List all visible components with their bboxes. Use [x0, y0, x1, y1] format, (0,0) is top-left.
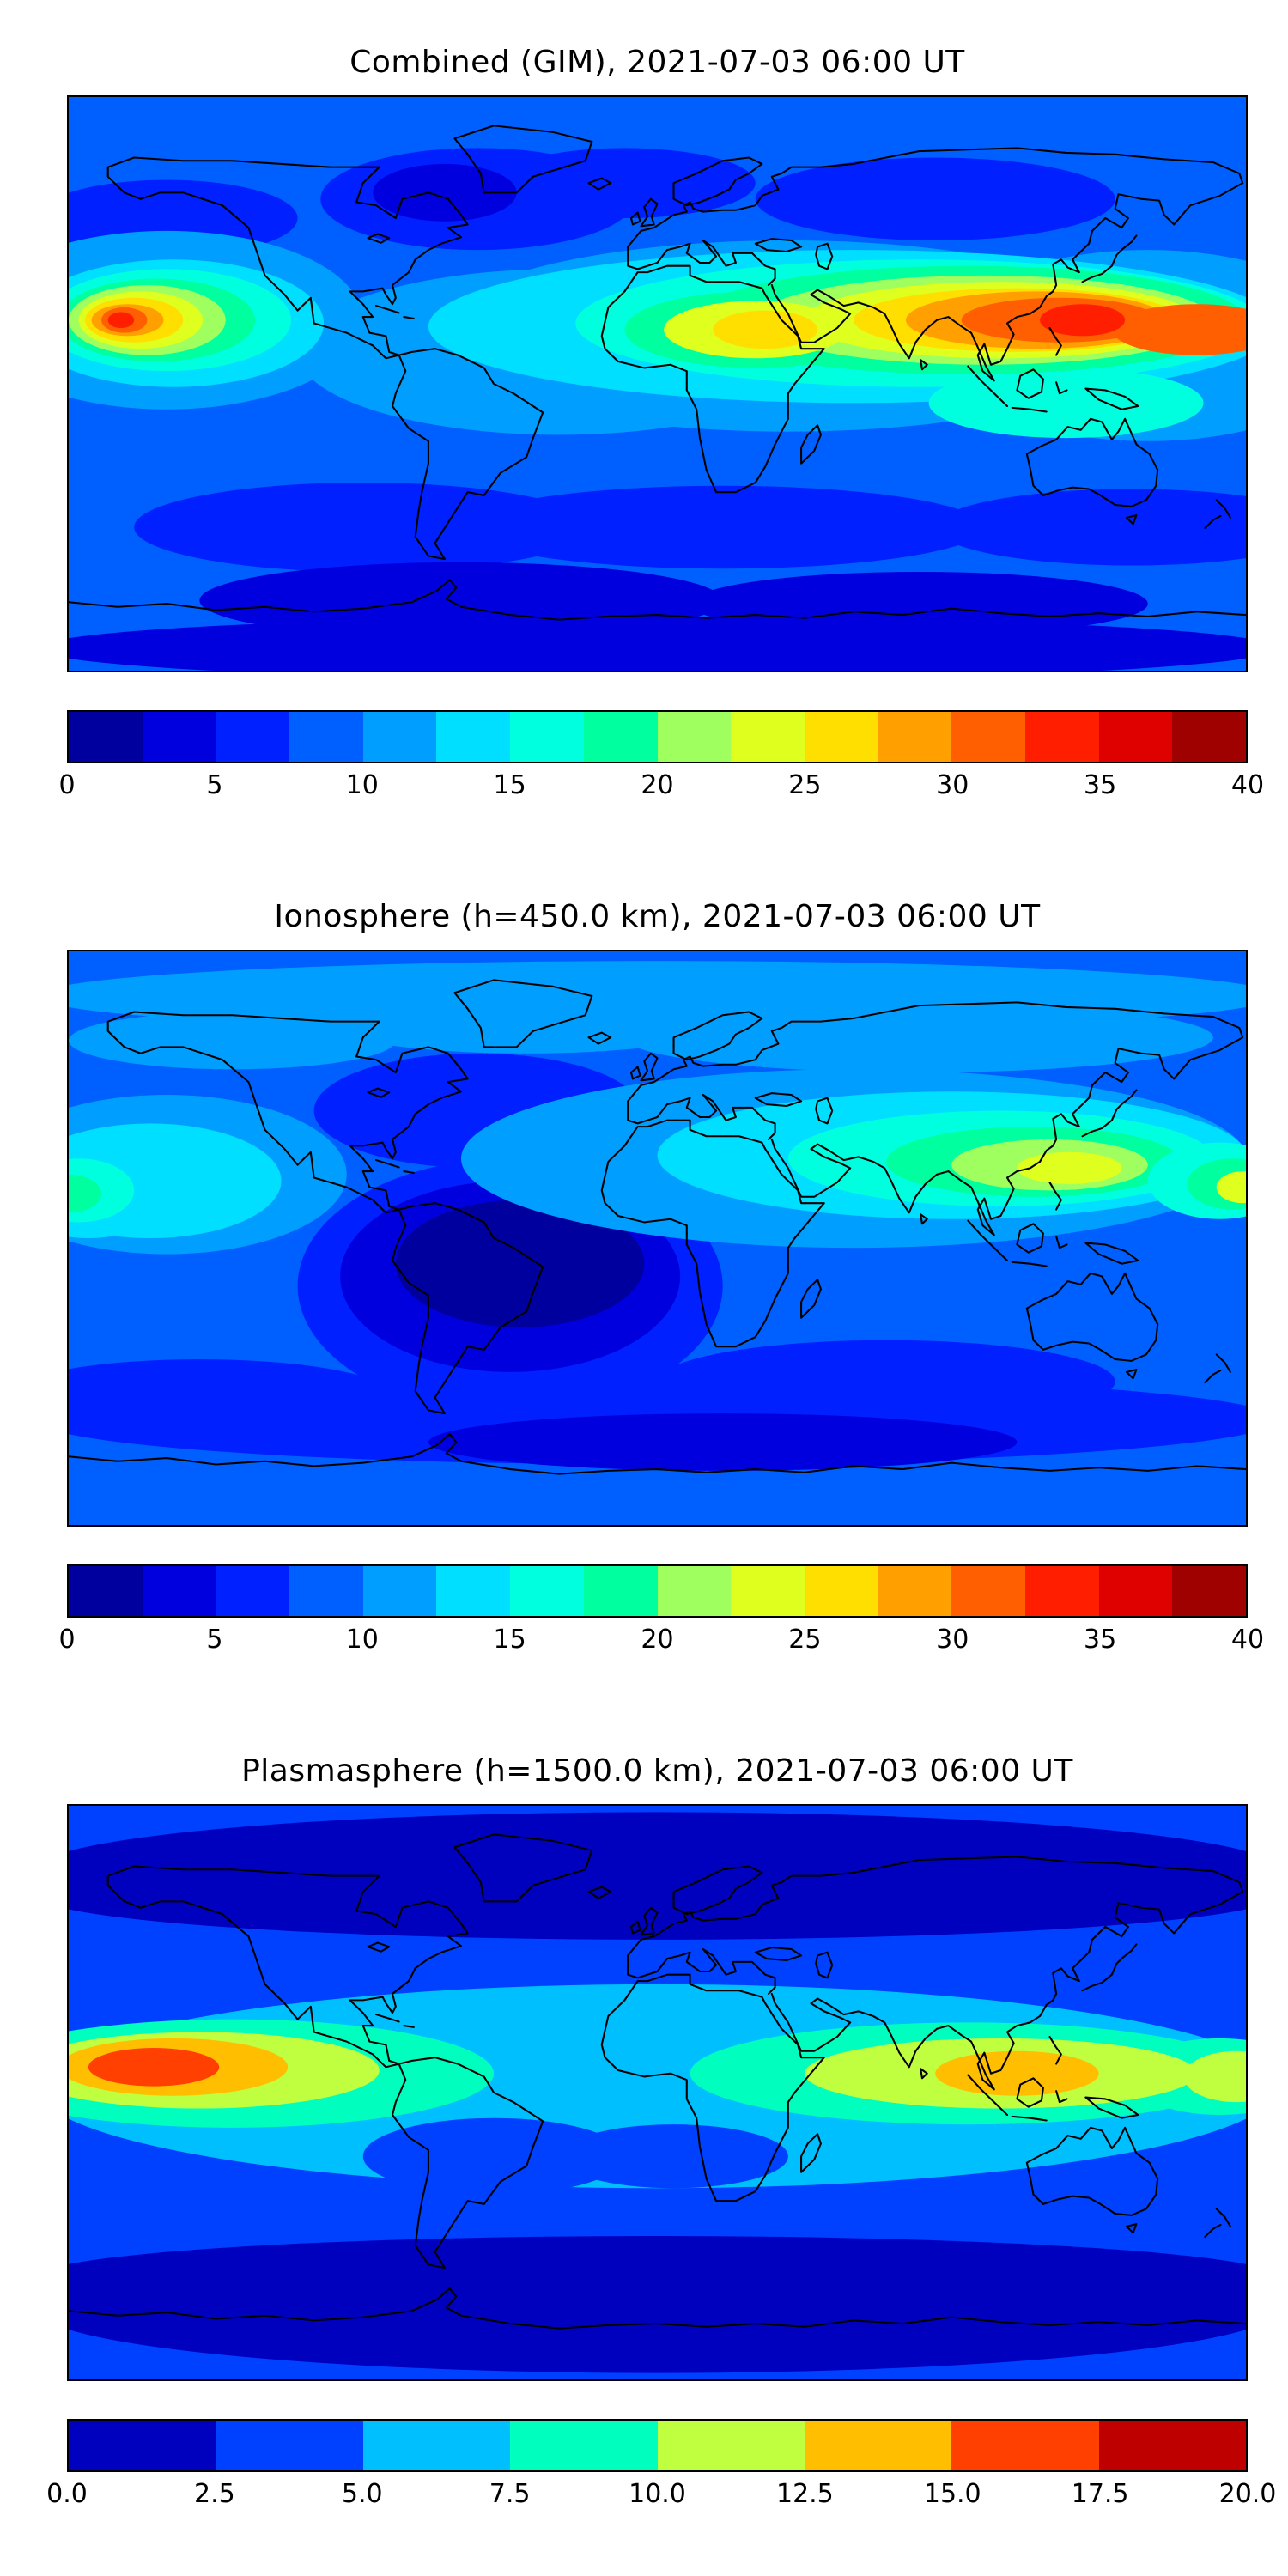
colorbar-tick-label: 20: [641, 1625, 674, 1655]
map-frame-ionosphere: [67, 950, 1248, 1527]
colorbar-segment: [142, 712, 216, 762]
colorbar-tick-label: 5: [206, 1625, 223, 1655]
colorbar-tick-label: 2.5: [194, 2479, 235, 2509]
colorbar-segment: [1024, 1566, 1099, 1616]
colorbar-tick-label: 25: [788, 1625, 822, 1655]
colorbar-tick-label: 15.0: [923, 2479, 981, 2509]
colorbar-segment: [216, 1566, 290, 1616]
colorbar-ticks-plasmasphere: 0.0 2.5 5.0 7.5 10.0 12.5 15.0 17.5 20.0: [46, 2479, 1276, 2518]
colorbar-segment: [216, 2421, 363, 2470]
colorbar-segment: [878, 1566, 952, 1616]
colorbar-wrap-combined: 0 5 10 15 20 25 30 35 40: [58, 710, 1264, 810]
colorbar-tick-label: 15: [493, 770, 526, 800]
colorbar-tick-label: 0: [58, 1625, 76, 1655]
colorbar-segment: [510, 2421, 658, 2470]
colorbar-segment: [362, 712, 437, 762]
colorbar-segment: [657, 2421, 805, 2470]
colorbar-tick-label: 17.5: [1071, 2479, 1129, 2509]
colorbar-segment: [362, 1566, 437, 1616]
colorbar-segment: [362, 2421, 511, 2470]
colorbar-tick-label: 20: [641, 770, 674, 800]
world-map-plasmasphere: [69, 1806, 1246, 2379]
colorbar-tick-label: 0: [58, 770, 76, 800]
map-frame-combined: [67, 95, 1248, 672]
panel-ionosphere: Ionosphere (h=450.0 km), 2021-07-03 06:0…: [58, 899, 1264, 1664]
colorbar-tick-label: 10: [345, 1625, 379, 1655]
figure: Combined (GIM), 2021-07-03 06:00 UT 0 5 10…: [46, 45, 1276, 2518]
colorbar-segment: [878, 712, 952, 762]
colorbar-tick-label: 35: [1084, 770, 1117, 800]
colorbar-segment: [1098, 712, 1173, 762]
colorbar-tick-label: 10.0: [629, 2479, 686, 2509]
colorbar-segment: [951, 1566, 1025, 1616]
colorbar-segment: [1172, 1566, 1246, 1616]
colorbar-wrap-plasmasphere: 0.0 2.5 5.0 7.5 10.0 12.5 15.0 17.5 20.0: [46, 2419, 1276, 2518]
colorbar-segment: [804, 2421, 952, 2470]
panel-title-ionosphere: Ionosphere (h=450.0 km), 2021-07-03 06:0…: [274, 899, 1041, 934]
colorbar-segment: [583, 1566, 658, 1616]
coastlines: [69, 979, 1246, 1475]
colorbar-tick-label: 15: [493, 1625, 526, 1655]
colorbar-ticks-combined: 0 5 10 15 20 25 30 35 40: [58, 770, 1264, 810]
colorbar-segment: [69, 712, 143, 762]
colorbar-tick-label: 40: [1230, 770, 1265, 800]
colorbar-segment: [510, 712, 584, 762]
colorbar-segment: [1172, 712, 1246, 762]
colorbar-ticks-ionosphere: 0 5 10 15 20 25 30 35 40: [58, 1625, 1264, 1664]
panel-plasmasphere: Plasmasphere (h=1500.0 km), 2021-07-03 0…: [46, 1753, 1276, 2518]
colorbar-segment: [289, 712, 363, 762]
colorbar-segment: [657, 1566, 732, 1616]
tec-field: [69, 97, 1246, 671]
colorbar-segment: [731, 1566, 805, 1616]
colorbar-segment: [142, 1566, 216, 1616]
colorbar-segment: [69, 1566, 143, 1616]
colorbar-segment: [657, 712, 732, 762]
colorbar-segment: [804, 712, 878, 762]
colorbar-tick-label: 5: [206, 770, 223, 800]
coastlines: [69, 1833, 1246, 2330]
colorbar-tick-label: 10: [345, 770, 379, 800]
colorbar-segment: [1098, 1566, 1173, 1616]
colorbar-segment: [1098, 2421, 1246, 2470]
panel-combined: Combined (GIM), 2021-07-03 06:00 UT 0 5 10…: [58, 45, 1264, 810]
colorbar-tick-label: 20.0: [1218, 2479, 1277, 2509]
colorbar-segment: [510, 1566, 584, 1616]
tec-field: [69, 1806, 1246, 2379]
panel-title-plasmasphere: Plasmasphere (h=1500.0 km), 2021-07-03 0…: [241, 1753, 1073, 1789]
colorbar-segment: [436, 712, 511, 762]
colorbar-tick-label: 25: [788, 770, 822, 800]
colorbar-combined: [67, 710, 1248, 763]
world-map-combined: [69, 97, 1246, 671]
map-frame-plasmasphere: [67, 1804, 1248, 2381]
colorbar-tick-label: 30: [936, 770, 969, 800]
colorbar-segment: [1024, 712, 1099, 762]
colorbar-segment: [951, 2421, 1099, 2470]
colorbar-tick-label: 5.0: [341, 2479, 383, 2509]
colorbar-segment: [583, 712, 658, 762]
colorbar-segment: [436, 1566, 511, 1616]
panel-title-combined: Combined (GIM), 2021-07-03 06:00 UT: [349, 45, 965, 80]
colorbar-tick-label: 12.5: [775, 2479, 834, 2509]
colorbar-wrap-ionosphere: 0 5 10 15 20 25 30 35 40: [58, 1564, 1264, 1664]
colorbar-segment: [951, 712, 1025, 762]
colorbar-plasmasphere: [67, 2419, 1248, 2472]
colorbar-tick-label: 35: [1084, 1625, 1117, 1655]
coastlines: [69, 125, 1246, 621]
colorbar-tick-label: 40: [1230, 1625, 1265, 1655]
colorbar-segment: [731, 712, 805, 762]
colorbar-tick-label: 7.5: [489, 2479, 531, 2509]
colorbar-segment: [289, 1566, 363, 1616]
colorbar-tick-label: 0.0: [46, 2479, 88, 2509]
colorbar-segment: [216, 712, 290, 762]
colorbar-segment: [804, 1566, 878, 1616]
colorbar-segment: [69, 2421, 216, 2470]
colorbar-tick-label: 30: [936, 1625, 969, 1655]
colorbar-ionosphere: [67, 1564, 1248, 1618]
tec-field: [69, 951, 1246, 1525]
world-map-ionosphere: [69, 951, 1246, 1525]
